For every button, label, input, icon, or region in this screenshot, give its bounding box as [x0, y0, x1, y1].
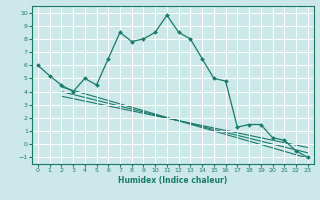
X-axis label: Humidex (Indice chaleur): Humidex (Indice chaleur) — [118, 176, 228, 185]
